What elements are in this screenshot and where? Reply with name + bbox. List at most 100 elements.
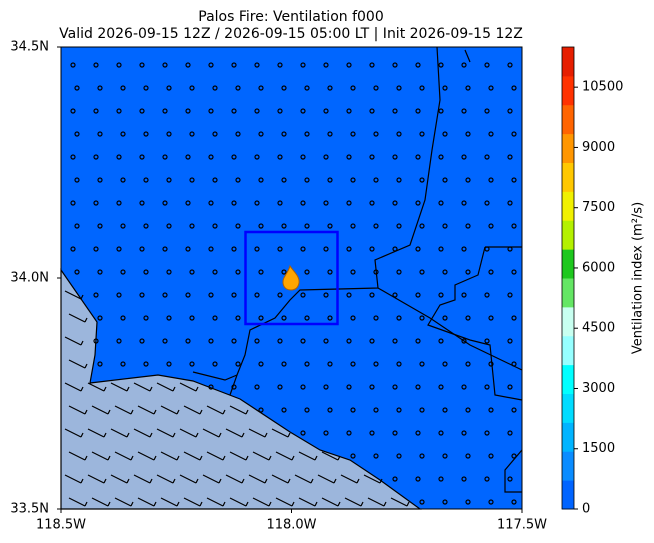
wind-barb [248,428,268,438]
calm-marker [484,430,490,436]
calm-marker [254,384,260,390]
colorbar-band [562,393,574,423]
colorbar-band [562,249,574,279]
wind-barb [340,474,360,484]
calm-marker [143,361,149,367]
calm-marker [373,85,379,91]
wind-barb [137,451,157,461]
calm-marker [231,384,237,390]
wind-barb [137,405,157,415]
calm-marker [438,108,444,114]
calm-marker [465,361,471,367]
calm-marker [415,384,421,390]
calm-marker [277,338,283,344]
calm-marker [166,269,172,275]
colorbar-band [562,422,574,452]
subtitle: Valid 2026-09-15 12Z / 2026-09-15 05:00 … [59,26,523,42]
calm-marker [346,154,352,160]
calm-marker [323,154,329,160]
calm-marker [143,315,149,321]
calm-marker [189,177,195,183]
calm-marker [396,361,402,367]
calm-marker [392,200,398,206]
calm-marker [185,292,191,298]
calm-marker [235,131,241,137]
calm-marker [350,315,356,321]
wind-barb [229,451,249,461]
calm-marker [258,177,264,183]
calm-marker [438,384,444,390]
calm-marker [373,177,379,183]
wind-barb [252,497,272,507]
calm-marker [116,200,122,206]
calm-marker [419,177,425,183]
wind-barb [294,474,314,484]
fire-icon [282,264,300,291]
wind-barb [110,428,130,438]
calm-marker [162,108,168,114]
wind-barb [179,474,199,484]
calm-marker [139,62,145,68]
calm-marker [369,62,375,68]
calm-marker [461,292,467,298]
wind-barb [275,497,295,507]
calm-marker [208,108,214,114]
calm-marker [507,62,513,68]
calm-marker [327,315,333,321]
calm-marker [511,453,517,459]
calm-marker [415,62,421,68]
calm-marker [511,499,517,505]
calm-marker [323,200,329,206]
wind-barb [87,428,107,438]
calm-marker [461,430,467,436]
calm-marker [465,177,471,183]
wind-barb [133,428,153,438]
colorbar-tick-label: 3000 [582,381,615,396]
calm-marker [465,453,471,459]
wind-barbs [64,62,517,507]
y-tick-label: 33.5N [10,502,49,517]
calm-marker [74,269,80,275]
calm-marker [93,108,99,114]
calm-marker [488,315,494,321]
calm-marker [511,85,517,91]
wind-barb [271,428,291,438]
calm-marker [139,292,145,298]
calm-marker [231,200,237,206]
calm-marker [74,223,80,229]
calm-marker [488,85,494,91]
calm-marker [116,62,122,68]
calm-marker [488,453,494,459]
calm-marker [369,154,375,160]
calm-marker [415,108,421,114]
calm-marker [438,154,444,160]
calm-marker [162,292,168,298]
wind-barb [179,428,199,438]
calm-marker [304,407,310,413]
calm-marker [254,338,260,344]
wind-barb [91,497,111,507]
calm-marker [484,292,490,298]
calm-marker [415,430,421,436]
wind-barb [225,428,245,438]
wind-barb [87,382,107,392]
wind-barb [133,382,153,392]
calm-marker [70,246,76,252]
wind-barb [252,451,272,461]
calm-marker [74,177,80,183]
calm-marker [438,62,444,68]
calm-marker [208,338,214,344]
calm-marker [507,430,513,436]
wind-barb [229,405,249,415]
calm-marker [507,154,513,160]
calm-marker [304,361,310,367]
calm-marker [465,499,471,505]
calm-marker [369,430,375,436]
calm-marker [511,177,517,183]
calm-marker [396,315,402,321]
calm-marker [484,154,490,160]
calm-marker [258,269,264,275]
calm-marker [208,154,214,160]
calm-marker [396,269,402,275]
calm-marker [507,384,513,390]
